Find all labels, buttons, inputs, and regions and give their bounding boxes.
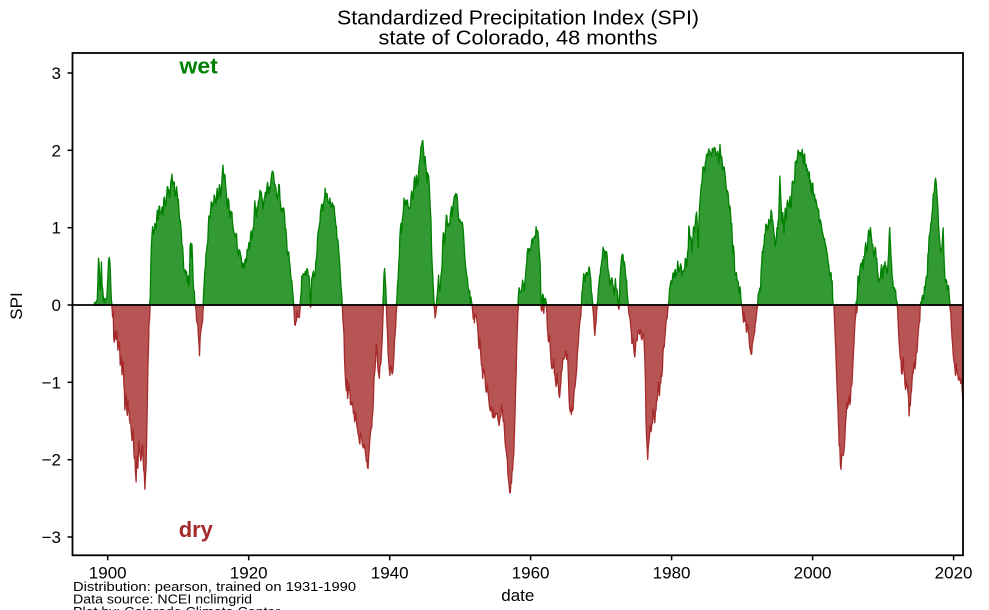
svg-text:Plot by: Colorado Climate Cent: Plot by: Colorado Climate Center <box>73 605 280 610</box>
svg-text:2000: 2000 <box>794 564 832 583</box>
svg-text:−2: −2 <box>42 451 61 470</box>
svg-text:1980: 1980 <box>653 564 691 583</box>
svg-text:date: date <box>501 586 534 605</box>
svg-text:Data source: NCEI nclimgrid: Data source: NCEI nclimgrid <box>73 593 252 607</box>
svg-text:1900: 1900 <box>89 564 127 583</box>
svg-text:Distribution: pearson, trained: Distribution: pearson, trained on 1931-1… <box>73 580 356 594</box>
svg-text:−3: −3 <box>42 528 61 547</box>
svg-text:3: 3 <box>52 64 61 83</box>
svg-text:0: 0 <box>52 296 61 315</box>
svg-text:1960: 1960 <box>512 564 550 583</box>
svg-text:Standardized Precipitation Ind: Standardized Precipitation Index (SPI) <box>337 7 699 30</box>
svg-text:state of Colorado, 48 months: state of Colorado, 48 months <box>379 27 658 50</box>
svg-text:−1: −1 <box>42 373 61 392</box>
svg-text:2: 2 <box>52 141 61 160</box>
svg-text:wet: wet <box>178 53 218 78</box>
svg-text:dry: dry <box>179 517 214 542</box>
svg-text:2020: 2020 <box>935 564 973 583</box>
svg-text:1: 1 <box>52 219 61 238</box>
svg-text:1940: 1940 <box>371 564 409 583</box>
svg-text:SPI: SPI <box>7 292 26 319</box>
svg-text:1920: 1920 <box>230 564 268 583</box>
